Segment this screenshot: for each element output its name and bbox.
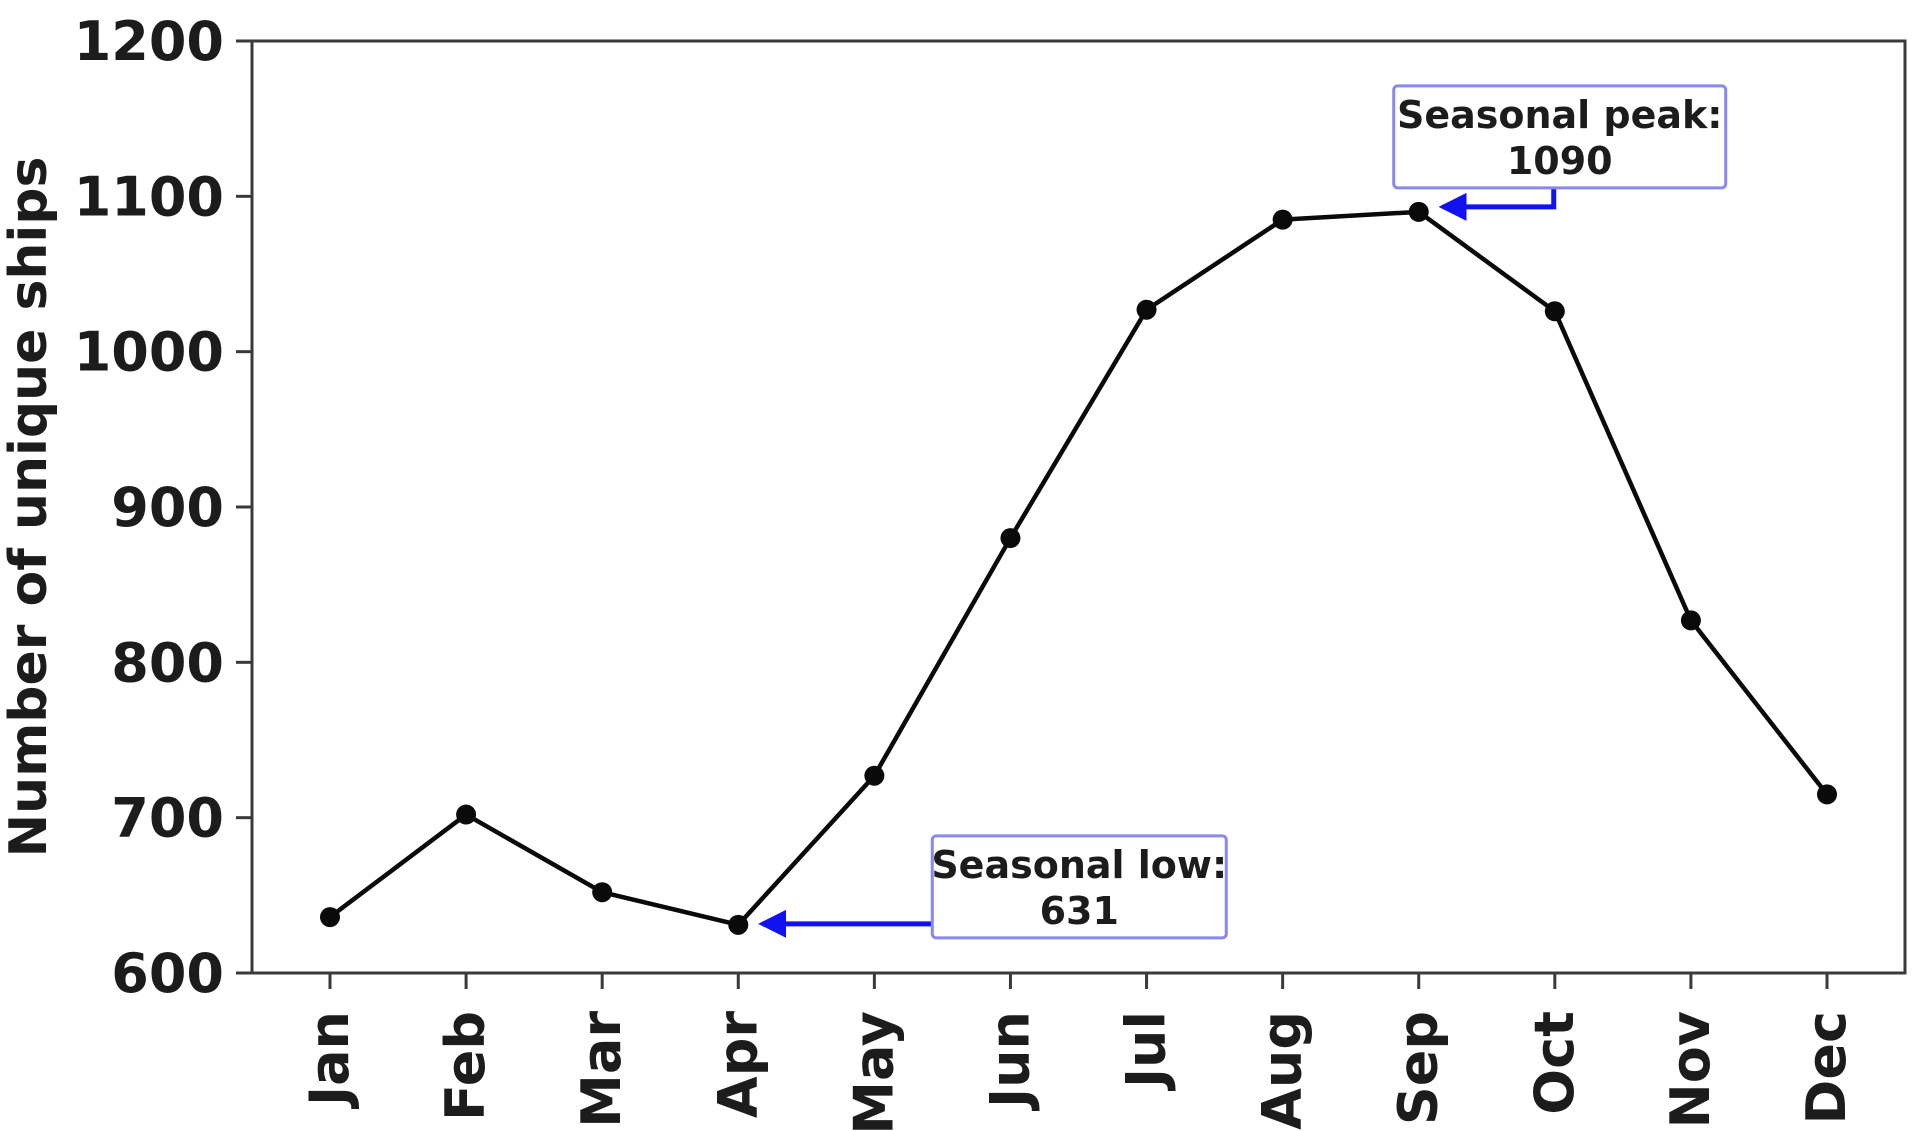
x-tick-label: Jan bbox=[298, 1011, 361, 1110]
annotation-box bbox=[1392, 84, 1728, 190]
x-tick-label: Nov bbox=[1659, 1011, 1722, 1129]
x-tick-label: Jul bbox=[1115, 1011, 1178, 1092]
y-axis-label: Number of unique ships bbox=[0, 157, 59, 858]
x-tick-label: Aug bbox=[1251, 1011, 1314, 1130]
annotation-text: Seasonal peak: bbox=[1397, 93, 1723, 137]
data-point bbox=[1272, 209, 1293, 230]
annotation-text: 631 bbox=[1040, 889, 1119, 933]
x-tick-label: Sep bbox=[1387, 1011, 1450, 1125]
y-tick-label: 700 bbox=[111, 787, 224, 850]
y-tick-label: 1200 bbox=[74, 10, 224, 73]
data-point bbox=[1680, 610, 1701, 631]
x-tick-label: May bbox=[842, 1011, 905, 1131]
data-point bbox=[864, 765, 885, 786]
data-point bbox=[1408, 201, 1429, 222]
annotation-text: Seasonal low: bbox=[931, 843, 1227, 887]
y-tick-label: 600 bbox=[111, 942, 224, 1005]
x-tick-label: Apr bbox=[706, 1011, 769, 1118]
x-tick-label: Mar bbox=[570, 1011, 633, 1128]
annotation-box bbox=[930, 834, 1228, 940]
x-tick-label: Jun bbox=[978, 1011, 1041, 1112]
y-tick-label: 900 bbox=[111, 476, 224, 539]
y-tick-label: 800 bbox=[111, 631, 224, 694]
data-point bbox=[1136, 299, 1157, 320]
data-point bbox=[320, 907, 340, 928]
annotation-text: 1090 bbox=[1507, 139, 1613, 183]
y-tick-label: 1100 bbox=[74, 165, 224, 228]
data-point bbox=[592, 882, 613, 903]
annotation-arrow bbox=[1438, 187, 1557, 221]
y-tick-label: 1000 bbox=[74, 321, 224, 384]
x-tick-label: Dec bbox=[1795, 1011, 1858, 1124]
trend-line bbox=[327, 209, 1830, 928]
data-point bbox=[1817, 784, 1837, 805]
data-point bbox=[1000, 528, 1021, 549]
data-point bbox=[1544, 301, 1565, 322]
x-tick-label: Oct bbox=[1523, 1011, 1586, 1115]
data-point bbox=[456, 804, 477, 825]
data-point bbox=[728, 914, 749, 935]
x-tick-label: Feb bbox=[434, 1011, 497, 1121]
